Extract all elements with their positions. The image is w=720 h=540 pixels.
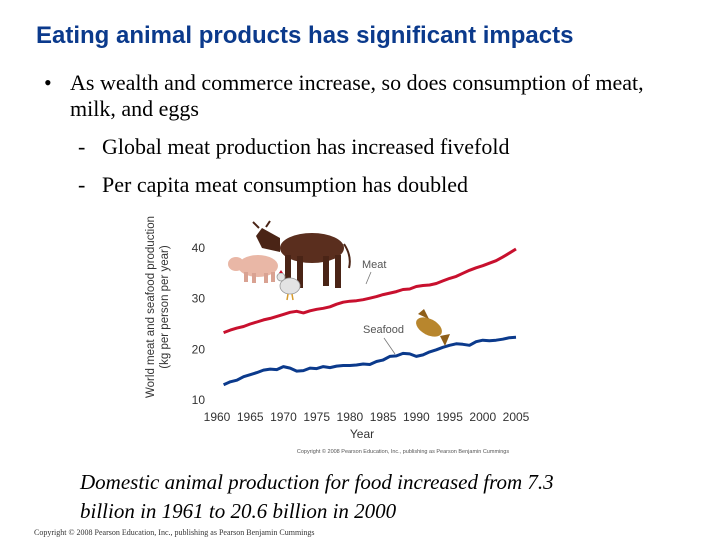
series-line-meat xyxy=(223,247,517,335)
sub-bullet-1: - Global meat production has increased fi… xyxy=(78,134,509,160)
x-tick-label: 1990 xyxy=(403,410,430,424)
sub-bullet-text: Global meat production has increased fiv… xyxy=(102,134,510,159)
pig-icon xyxy=(228,255,278,283)
meat-leader-line xyxy=(365,271,372,285)
x-tick-label: 1975 xyxy=(303,410,330,424)
x-tick-label: 1980 xyxy=(337,410,364,424)
x-axis-label: Year xyxy=(350,427,374,441)
x-tick-label: 1995 xyxy=(436,410,463,424)
footer-copyright: Copyright © 2008 Pearson Education, Inc.… xyxy=(34,528,315,537)
chicken-icon xyxy=(276,270,301,301)
series-line-seafood xyxy=(222,335,517,387)
meat-annotation: Meat xyxy=(362,259,386,271)
caption-line-1: Domestic animal production for food incr… xyxy=(80,470,554,494)
seafood-leader-line xyxy=(383,337,396,355)
seafood-annotation: Seafood xyxy=(363,324,404,336)
caption-line-2: billion in 1961 to 20.6 billion in 2000 xyxy=(80,499,397,523)
y-axis-label-units: (kg per person per year) xyxy=(159,245,171,369)
production-chart: World meat and seafood production (kg pe… xyxy=(145,216,530,455)
x-tick-label: 2000 xyxy=(469,410,496,424)
sub-bullet-text: Per capita meat consumption has doubled xyxy=(102,172,468,197)
bullet-symbol: • xyxy=(44,70,52,95)
y-axis-label: World meat and seafood production xyxy=(145,216,157,398)
x-tick-label: 2005 xyxy=(503,410,530,424)
x-tick-label: 1985 xyxy=(370,410,397,424)
y-tick-label: 20 xyxy=(192,342,206,356)
caption: Domestic animal production for food incr… xyxy=(80,468,680,526)
cow-icon xyxy=(252,220,351,288)
x-tick-label: 1960 xyxy=(204,410,231,424)
main-bullet-text: As wealth and commerce increase, so does… xyxy=(70,70,644,121)
x-tick-label: 1965 xyxy=(237,410,264,424)
sub-bullet-2: - Per capita meat consumption has doubled xyxy=(78,172,468,198)
fish-icon xyxy=(416,309,450,346)
slide-title: Eating animal products has significant i… xyxy=(36,22,574,49)
x-tick-label: 1970 xyxy=(270,410,297,424)
dash-symbol: - xyxy=(78,134,86,159)
dash-symbol: - xyxy=(78,172,86,197)
y-tick-label: 40 xyxy=(192,241,206,255)
y-tick-label: 10 xyxy=(192,393,206,407)
y-tick-label: 30 xyxy=(192,292,206,306)
chart-copyright: Copyright © 2008 Pearson Education, Inc.… xyxy=(297,448,510,455)
main-bullet: • As wealth and commerce increase, so do… xyxy=(44,70,684,122)
